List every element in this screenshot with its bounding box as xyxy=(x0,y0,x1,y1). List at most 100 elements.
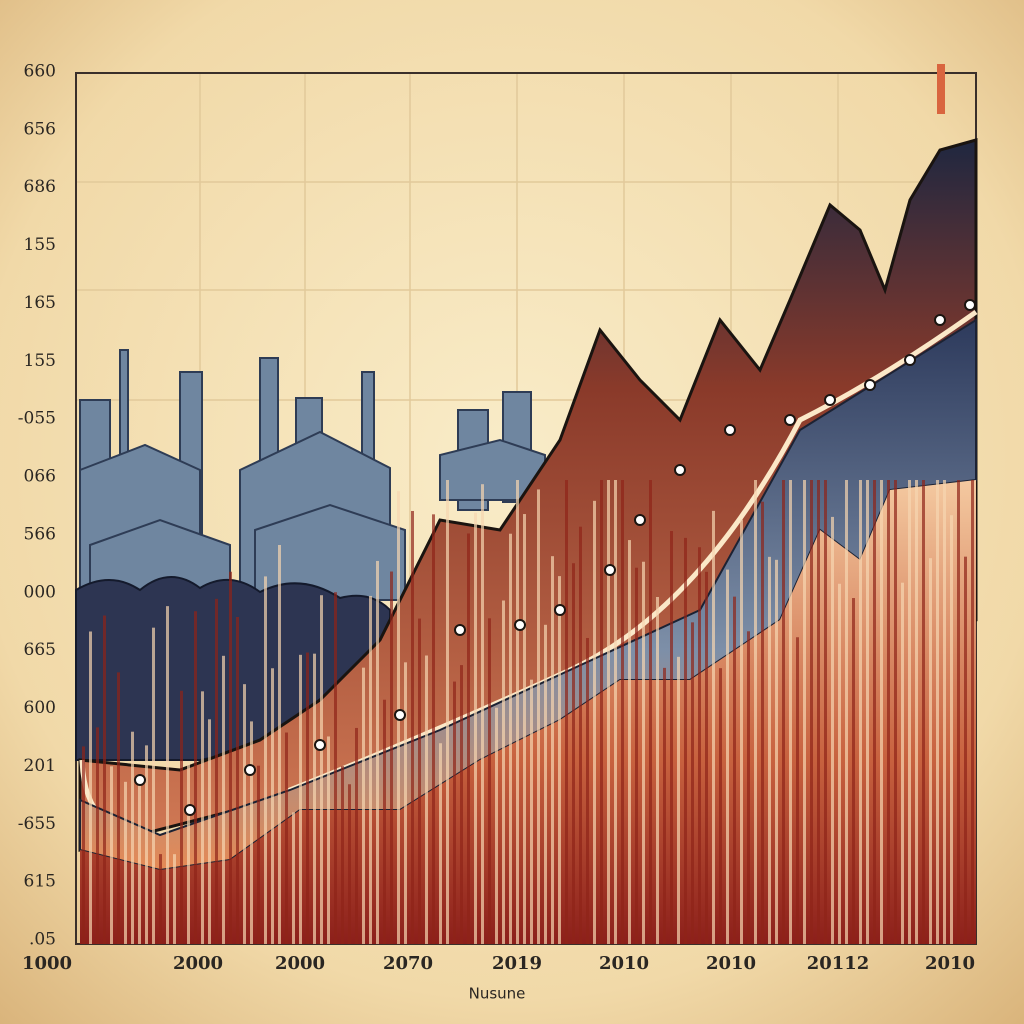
y-tick-label: 165 xyxy=(24,293,56,313)
dot xyxy=(134,774,146,786)
x-tick-label: 2010 xyxy=(599,953,649,974)
stripe xyxy=(537,489,540,944)
stripe xyxy=(586,637,589,944)
stripe xyxy=(82,746,85,944)
stripe xyxy=(922,480,925,944)
y-tick-label: 066 xyxy=(24,467,56,487)
dot xyxy=(394,709,406,721)
x-tick-label: 2000 xyxy=(173,953,223,974)
stripe xyxy=(698,547,701,944)
stripe xyxy=(593,500,596,944)
stripe xyxy=(908,480,911,944)
stripe xyxy=(425,655,428,944)
stripe xyxy=(600,480,603,944)
x-tick-label: 2010 xyxy=(706,953,756,974)
stripe xyxy=(418,618,421,944)
stripe xyxy=(551,556,554,944)
x-tick-label: 1000 xyxy=(22,953,72,974)
dot xyxy=(964,299,976,311)
stripe xyxy=(453,681,456,944)
stripe xyxy=(222,655,225,944)
buildings xyxy=(79,349,546,603)
stripe xyxy=(474,512,477,944)
stripe xyxy=(362,667,365,944)
stripe xyxy=(943,480,946,944)
y-tick-label: 000 xyxy=(24,582,56,602)
stripe xyxy=(285,732,288,944)
dot xyxy=(314,739,326,751)
x-axis-title: Nusune xyxy=(469,985,526,1003)
stripe xyxy=(747,631,750,944)
stripe xyxy=(348,784,351,944)
peak-marker xyxy=(937,64,945,114)
stripe xyxy=(572,563,575,944)
stripes xyxy=(82,480,974,944)
x-tick-label: 2070 xyxy=(383,953,433,974)
stripe xyxy=(523,514,526,944)
stripe xyxy=(754,480,757,944)
stripe xyxy=(726,569,729,944)
stripe xyxy=(761,501,764,944)
dot xyxy=(634,514,646,526)
stripe xyxy=(936,480,939,944)
stripe xyxy=(278,544,281,944)
stripe xyxy=(432,514,435,944)
stripe xyxy=(845,480,848,944)
stripe xyxy=(313,653,316,944)
stripe xyxy=(775,559,778,944)
stripe xyxy=(166,606,169,944)
stripe xyxy=(306,652,309,944)
dot xyxy=(674,464,686,476)
dot xyxy=(454,624,466,636)
stripe xyxy=(299,654,302,944)
y-tick-label: 201 xyxy=(24,756,56,776)
stripe xyxy=(810,480,813,944)
stripe xyxy=(894,480,897,944)
stripe xyxy=(614,480,617,944)
stripe xyxy=(152,627,155,944)
stripe xyxy=(446,480,449,944)
stripe xyxy=(271,668,274,944)
stripe xyxy=(173,854,176,944)
stripe xyxy=(852,598,855,944)
stripe xyxy=(96,727,99,944)
stripe xyxy=(663,667,666,944)
x-tick-label: 20112 xyxy=(807,953,870,974)
stripe xyxy=(502,600,505,944)
dot xyxy=(824,394,836,406)
stripe xyxy=(117,672,120,944)
stripe xyxy=(635,567,638,944)
stripe xyxy=(201,691,204,944)
stripe xyxy=(320,595,323,944)
stripe xyxy=(229,571,232,944)
y-tick-label: 660 xyxy=(24,62,56,82)
stripe xyxy=(404,662,407,944)
y-tick-label: 615 xyxy=(24,872,56,892)
x-tick-label: 2000 xyxy=(275,953,325,974)
dot xyxy=(514,619,526,631)
y-tick-label: 656 xyxy=(24,119,56,139)
stripe xyxy=(341,766,344,944)
dot xyxy=(554,604,566,616)
dot xyxy=(184,804,196,816)
stripe xyxy=(796,637,799,944)
y-tick-label: 155 xyxy=(24,235,56,255)
stripe xyxy=(411,510,414,944)
stripe xyxy=(243,684,246,944)
dot xyxy=(784,414,796,426)
stripe xyxy=(481,484,484,944)
x-tick-label: 2019 xyxy=(492,953,542,974)
stripe xyxy=(544,624,547,944)
stripe xyxy=(215,598,218,944)
stripe xyxy=(964,556,967,944)
stripe xyxy=(901,582,904,944)
stripe xyxy=(628,540,631,944)
stripe xyxy=(180,690,183,944)
stripe xyxy=(838,583,841,944)
stripe xyxy=(642,561,645,944)
y-tick-label: .05 xyxy=(29,930,56,950)
stripe xyxy=(656,597,659,944)
stripe xyxy=(355,727,358,944)
stripe xyxy=(390,571,393,944)
